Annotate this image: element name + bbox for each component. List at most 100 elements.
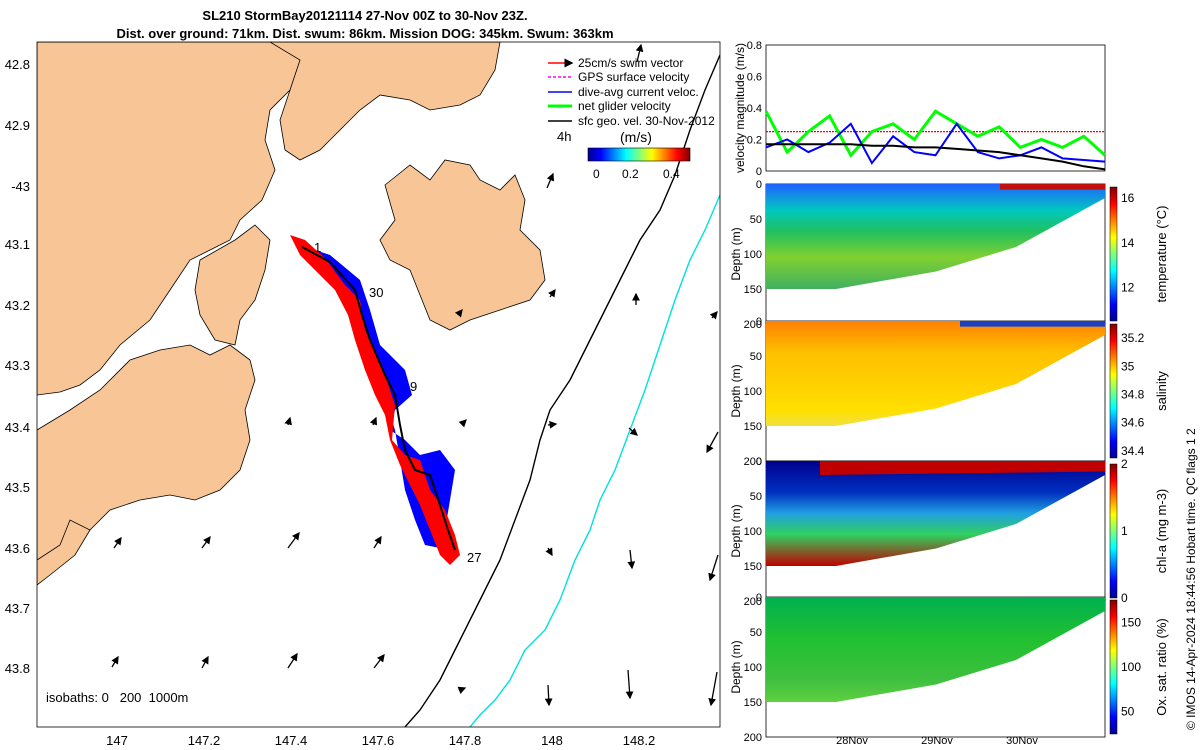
map-y-tick-7: 43.5 — [5, 480, 30, 495]
map-y-tick-1: 42.9 — [5, 118, 30, 133]
velocity-series-3 — [766, 143, 1106, 171]
map-y-tick-6: 43.4 — [5, 420, 30, 435]
legend: 25cm/s swim vector GPS surface velocity … — [548, 56, 715, 181]
map-frame — [36, 41, 721, 728]
section-2-y-tick-2: 100 — [744, 526, 762, 538]
section-0-y-label: Depth (m) — [729, 227, 743, 280]
section-1-cbar-tick-1: 34.6 — [1121, 416, 1145, 430]
chart-title-line2: Dist. over ground: 71km. Dist. swum: 86k… — [116, 26, 614, 41]
section-0-colorbar — [1109, 186, 1118, 322]
legend-label-swim: 25cm/s swim vector — [578, 56, 683, 70]
section-x-tick-1: 29Nov — [921, 735, 953, 747]
map-y-tick-0: 42.8 — [5, 57, 30, 72]
section-0-surface-band — [1000, 184, 1105, 190]
velocity-y-tick-0: 0 — [756, 166, 762, 178]
legend-label-net: net glider velocity — [578, 99, 671, 113]
land-small-south — [37, 519, 91, 586]
map-x-tick-3: 147.6 — [362, 733, 395, 748]
section-3-y-tick-0: 0 — [756, 592, 762, 604]
section-1-cbar-tick-0: 34.4 — [1121, 444, 1145, 458]
map-x-tick-0: 147 — [106, 733, 128, 748]
section-1-surface-band — [960, 321, 1105, 327]
section-1-cbar-tick-2: 34.8 — [1121, 388, 1145, 402]
section-2-y-label: Depth (m) — [729, 504, 743, 557]
legend-label-gps: GPS surface velocity — [578, 70, 689, 84]
section-2-surface-band — [820, 461, 1105, 475]
section-3-cbar-tick-1: 100 — [1121, 660, 1141, 674]
section-2-data-area — [766, 461, 1105, 566]
section-3-y-tick-3: 150 — [744, 697, 762, 709]
section-0-cbar-tick-0: 12 — [1121, 281, 1135, 295]
section-0-y-tick-1: 50 — [750, 214, 762, 226]
map-y-tick-2: -43 — [11, 179, 30, 194]
map-x-tick-5: 148 — [541, 733, 563, 748]
velocity-y-tick-1: 0.2 — [747, 135, 762, 147]
section-2-y-tick-0: 0 — [756, 456, 762, 468]
map-y-tick-5: 43.3 — [5, 358, 30, 373]
section-1-y-tick-0: 0 — [756, 316, 762, 328]
section-1-y-tick-3: 150 — [744, 421, 762, 433]
map-x-tick-2: 147.4 — [275, 733, 308, 748]
isobath-1000 — [469, 194, 720, 727]
isobaths-label: isobaths: 0 200 1000m — [46, 690, 188, 705]
map-x-tick-6: 148.2 — [623, 733, 656, 748]
section-1-y-tick-2: 100 — [744, 386, 762, 398]
section-0-cbar-tick-2: 16 — [1121, 191, 1135, 205]
section-2-cbar-tick-1: 1 — [1121, 524, 1128, 538]
map-y-tick-9: 43.7 — [5, 601, 30, 616]
isobath-200 — [404, 54, 720, 727]
legend-label-dive: dive-avg current veloc. — [578, 85, 699, 99]
section-3-y-tick-4: 200 — [744, 732, 762, 744]
section-1-cbar-tick-4: 35.2 — [1121, 331, 1145, 345]
legend-label-sfc: sfc geo. vel. 30-Nov-2012 — [578, 114, 715, 128]
section-0-data-area — [766, 184, 1105, 289]
section-1-cbar-tick-3: 35 — [1121, 359, 1135, 373]
glider-track-line — [301, 246, 456, 551]
section-3-cbar-tick-2: 150 — [1121, 615, 1141, 629]
section-0-cbar-tick-1: 14 — [1121, 236, 1135, 250]
map-y-tick-8: 43.6 — [5, 541, 30, 556]
section-2-cbar-tick-2: 2 — [1121, 457, 1128, 471]
section-2-cbar-label: chl-a (mg m-3) — [1154, 489, 1169, 574]
section-2-y-tick-4: 200 — [744, 596, 762, 608]
track-label-30: 30 — [369, 285, 383, 300]
land-peninsula-north — [269, 42, 501, 161]
chart-title-line1: SL210 StormBay20121114 27-Nov 00Z to 30-… — [202, 8, 528, 23]
track-label-1: 1 — [314, 240, 321, 255]
velocity-series-1 — [764, 109, 1107, 158]
section-2-cbar-tick-0: 0 — [1121, 591, 1128, 605]
map-x-tick-4: 147.8 — [449, 733, 482, 748]
velocity-axes-box — [765, 44, 1106, 172]
section-1-y-tick-1: 50 — [750, 351, 762, 363]
velocity-y-label: velocity magnitude (m/s) — [733, 43, 747, 173]
section-1-cbar-label: salinity — [1154, 371, 1169, 411]
section-2-y-tick-1: 50 — [750, 491, 762, 503]
section-0-cbar-label: temperature (°C) — [1154, 206, 1169, 303]
track-label-9: 9 — [410, 379, 417, 394]
legend-interval: 4h — [557, 129, 571, 144]
velocity-y-tick-4: 0.8 — [747, 40, 762, 52]
colorbar-tick-0: 0 — [593, 167, 600, 181]
track-shading — [290, 235, 460, 565]
section-2-colorbar — [1109, 463, 1118, 599]
credit-text: © IMOS 14-Apr-2024 18:44:56 Hobart time.… — [1184, 428, 1198, 730]
track-label-27: 27 — [467, 550, 481, 565]
colorbar-title: (m/s) — [620, 129, 652, 145]
map-x-tick-1: 147.2 — [188, 733, 221, 748]
section-0-y-tick-0: 0 — [756, 179, 762, 191]
map-y-tick-labels: 42.8 42.9 -43 43.1 43.2 43.3 43.4 43.5 43.6 43.7 4… — [5, 57, 30, 676]
section-0-y-tick-2: 100 — [744, 249, 762, 261]
section-1-colorbar — [1109, 323, 1118, 459]
colorbar-tick-1: 0.2 — [622, 167, 639, 181]
colorbar-tick-2: 0.4 — [663, 167, 680, 181]
velocity-series-2 — [765, 122, 1106, 165]
section-3-colorbar — [1109, 599, 1118, 735]
section-0-y-tick-4: 200 — [744, 319, 762, 331]
map-y-tick-10: 43.8 — [5, 661, 30, 676]
land-middle — [194, 224, 271, 346]
section-1-y-tick-4: 200 — [744, 456, 762, 468]
section-3-data-area — [766, 597, 1105, 702]
section-3-y-tick-1: 50 — [750, 627, 762, 639]
section-2-y-tick-3: 150 — [744, 561, 762, 573]
